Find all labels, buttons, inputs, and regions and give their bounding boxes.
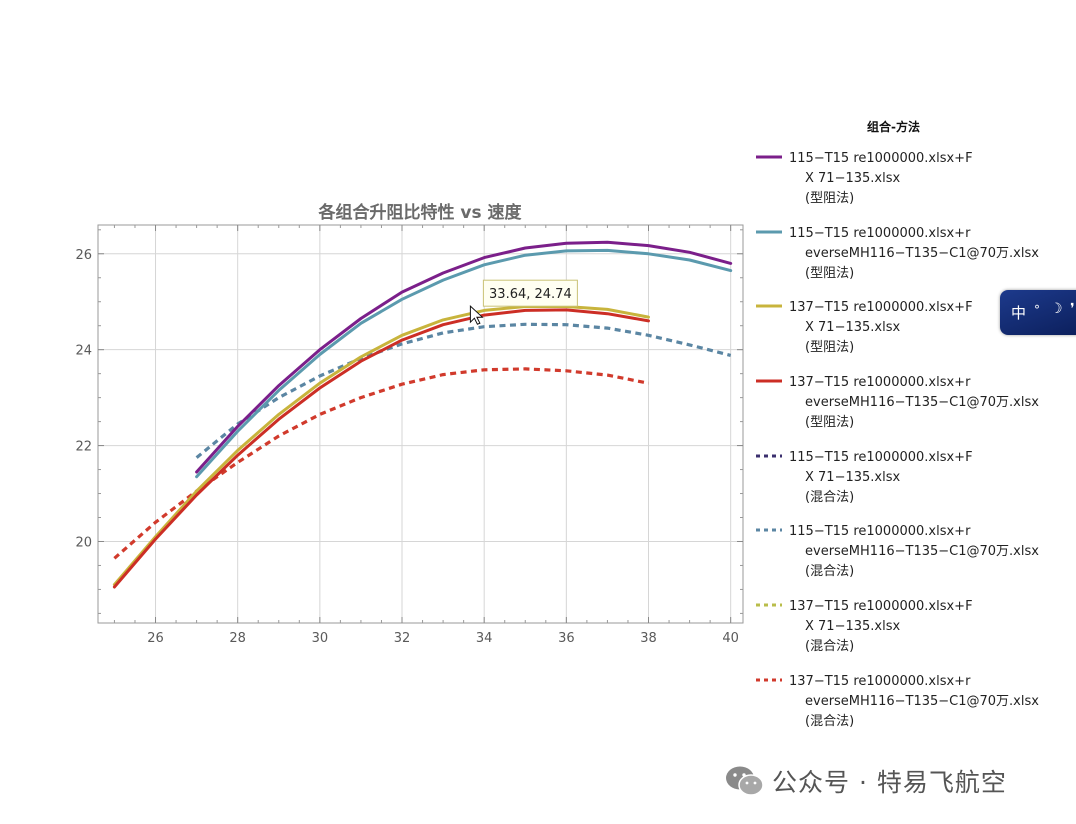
legend-label-line: (混合法)	[805, 564, 855, 580]
legend-label-line: everseMH116−T135−C1@70万.xlsx	[805, 395, 1039, 411]
legend-label-line: X 71−135.xlsx	[805, 469, 901, 485]
legend-label: 115−T15 re1000000.xlsx+r everseMH116−T135…	[789, 224, 1039, 284]
legend-item: 137−T15 re1000000.xlsx+r everseMH116−T135…	[752, 672, 1052, 747]
tooltip-text: 33.64, 24.74	[489, 287, 572, 302]
x-tick-label: 28	[229, 631, 246, 646]
ime-toolbar[interactable]: 中 ° ☽ ❜	[1000, 290, 1076, 335]
legend-swatch	[756, 528, 782, 532]
legend-item: 137−T15 re1000000.xlsx+r everseMH116−T135…	[752, 373, 1052, 448]
chart-title: 各组合升阻比特性 vs 速度	[317, 202, 522, 223]
watermark-text: 公众号 · 特易飞航空	[772, 768, 1007, 797]
legend-label-line: 137−T15 re1000000.xlsx+r	[789, 375, 971, 391]
legend-label: 137−T15 re1000000.xlsx+F X 71−135.xlsx (混合…	[789, 597, 973, 657]
x-tick-label: 34	[476, 631, 493, 646]
x-tick-label: 38	[640, 631, 657, 646]
y-tick-label: 26	[75, 248, 92, 263]
series-line-1	[195, 240, 733, 474]
legend-item: 115−T15 re1000000.xlsx+F X 71−135.xlsx (混合…	[752, 448, 1052, 523]
legend-label: 137−T15 re1000000.xlsx+F X 71−135.xlsx (型阻…	[789, 298, 973, 358]
legend-swatch	[756, 230, 782, 234]
tooltip-box	[482, 279, 578, 307]
legend-item: 137−T15 re1000000.xlsx+F X 71−135.xlsx (混合…	[752, 597, 1052, 672]
tooltip: 33.64, 24.74	[469, 279, 578, 325]
legend-label-line: (型阻法)	[805, 340, 855, 356]
wechat-icon	[726, 766, 764, 796]
legend-label-line: (型阻法)	[805, 265, 855, 281]
legend-label-line: (混合法)	[805, 639, 855, 655]
plot-frame	[97, 224, 744, 624]
series-line-4	[112, 308, 650, 589]
cursor-arrow-icon	[469, 305, 484, 325]
x-tick-label: 30	[312, 631, 329, 646]
legend-label: 115−T15 re1000000.xlsx+r everseMH116−T135…	[789, 522, 1039, 582]
legend-label: 115−T15 re1000000.xlsx+F X 71−135.xlsx (型阻…	[789, 149, 973, 209]
legend-swatch	[756, 603, 782, 607]
legend-label-line: 137−T15 re1000000.xlsx+F	[789, 599, 973, 615]
legend-label: 137−T15 re1000000.xlsx+r everseMH116−T135…	[789, 672, 1039, 732]
legend-item: 115−T15 re1000000.xlsx+r everseMH116−T135…	[752, 224, 1052, 299]
series-layer	[112, 240, 733, 589]
y-tick-label: 22	[75, 440, 92, 455]
legend-label-line: 115−T15 re1000000.xlsx+r	[789, 225, 971, 241]
settings-icon[interactable]: ❜	[1070, 301, 1075, 317]
y-tick-label: 20	[75, 535, 92, 550]
legend-label-line: X 71−135.xlsx	[805, 320, 901, 336]
legend-label-line: everseMH116−T135−C1@70万.xlsx	[805, 544, 1039, 560]
legend-label-line: (型阻法)	[805, 415, 855, 431]
legend-label-line: (混合法)	[805, 713, 855, 729]
legend-label-line: 137−T15 re1000000.xlsx+F	[789, 300, 973, 316]
x-tick-label: 40	[722, 631, 739, 646]
y-tick-label: 24	[75, 344, 92, 359]
legend-label-line: (型阻法)	[805, 191, 855, 206]
legend-swatch	[756, 304, 782, 308]
series-line-6	[195, 322, 732, 459]
legend-item: 137−T15 re1000000.xlsx+F X 71−135.xlsx (型阻…	[752, 298, 1052, 373]
legend-swatch	[756, 379, 782, 383]
legend-label: 115−T15 re1000000.xlsx+F X 71−135.xlsx (混合…	[789, 448, 973, 508]
x-tick-label: 26	[147, 631, 164, 646]
ime-mode-icon[interactable]: 中	[1011, 304, 1027, 322]
legend-swatch	[756, 678, 782, 682]
legend: 组合-方法 115−T15 re1000000.xlsx+F X 71−135.x…	[752, 118, 1052, 747]
moon-icon[interactable]: ☽	[1050, 301, 1063, 317]
legend-swatch	[756, 155, 782, 159]
legend-item: 115−T15 re1000000.xlsx+F X 71−135.xlsx (型阻…	[752, 149, 1052, 224]
legend-label-line: X 71−135.xlsx	[805, 171, 901, 186]
legend-label-line: (混合法)	[805, 489, 855, 505]
series-line-2	[195, 248, 733, 479]
punctuation-icon[interactable]: °	[1034, 303, 1040, 317]
legend-items: 115−T15 re1000000.xlsx+F X 71−135.xlsx (型阻…	[752, 149, 1052, 747]
x-tick-label: 32	[394, 631, 411, 646]
legend-label-line: X 71−135.xlsx	[805, 619, 901, 635]
legend-item: 115−T15 re1000000.xlsx+r everseMH116−T135…	[752, 522, 1052, 597]
x-tick-label: 36	[558, 631, 575, 646]
legend-label-line: 115−T15 re1000000.xlsx+F	[789, 151, 973, 166]
series-line-8	[113, 367, 649, 560]
legend-label-line: 115−T15 re1000000.xlsx+F	[789, 449, 973, 465]
legend-label-line: everseMH116−T135−C1@70万.xlsx	[805, 245, 1039, 261]
axis-ticks: 26 28 30 32 34 36 38 40 20 22 24 26	[75, 225, 743, 646]
legend-swatch	[756, 454, 782, 458]
legend-title: 组合-方法	[867, 120, 920, 134]
legend-label-line: 115−T15 re1000000.xlsx+r	[789, 524, 971, 540]
legend-label-line: everseMH116−T135−C1@70万.xlsx	[805, 693, 1039, 709]
legend-label-line: 137−T15 re1000000.xlsx+r	[789, 673, 971, 689]
legend-label: 137−T15 re1000000.xlsx+r everseMH116−T135…	[789, 373, 1039, 433]
